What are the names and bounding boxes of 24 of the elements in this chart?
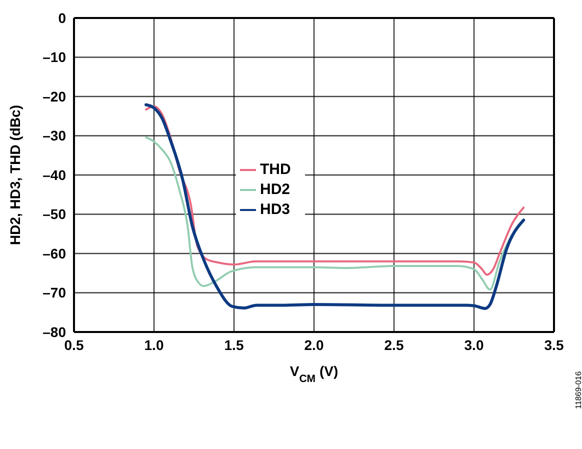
x-tick-label: 3.0 [464,336,484,353]
y-axis-title: HD2, HD3, THD (dBc) [7,104,23,246]
x-tick-label: 2.5 [384,336,404,353]
y-tick-label: –60 [42,245,66,262]
y-tick-label: –10 [42,49,66,66]
y-tick-label: –80 [42,324,66,340]
x-axis-title: V$_{CM}$ (V) [290,363,338,385]
legend-label: THD [260,161,291,178]
y-tick-label: –40 [42,166,66,183]
x-tick-label: 1.0 [144,336,164,353]
text: 11869-016 [574,371,582,409]
y-tick-label: –50 [42,206,66,222]
x-tick-label: 1.5 [224,336,244,353]
line-series [145,105,525,276]
line-series [144,103,526,310]
y-tick-label: –30 [42,128,66,144]
x-tick-label: 2.0 [304,336,324,353]
x-tick-label: 0.5 [64,336,84,353]
x-tick-label: 3.5 [544,336,564,353]
y-tick-label: –20 [42,88,66,104]
y-tick-label: –70 [42,284,66,301]
legend-label: HD3 [260,201,290,218]
legend-label: HD2 [260,181,290,198]
y-tick-label: 0 [58,10,66,26]
